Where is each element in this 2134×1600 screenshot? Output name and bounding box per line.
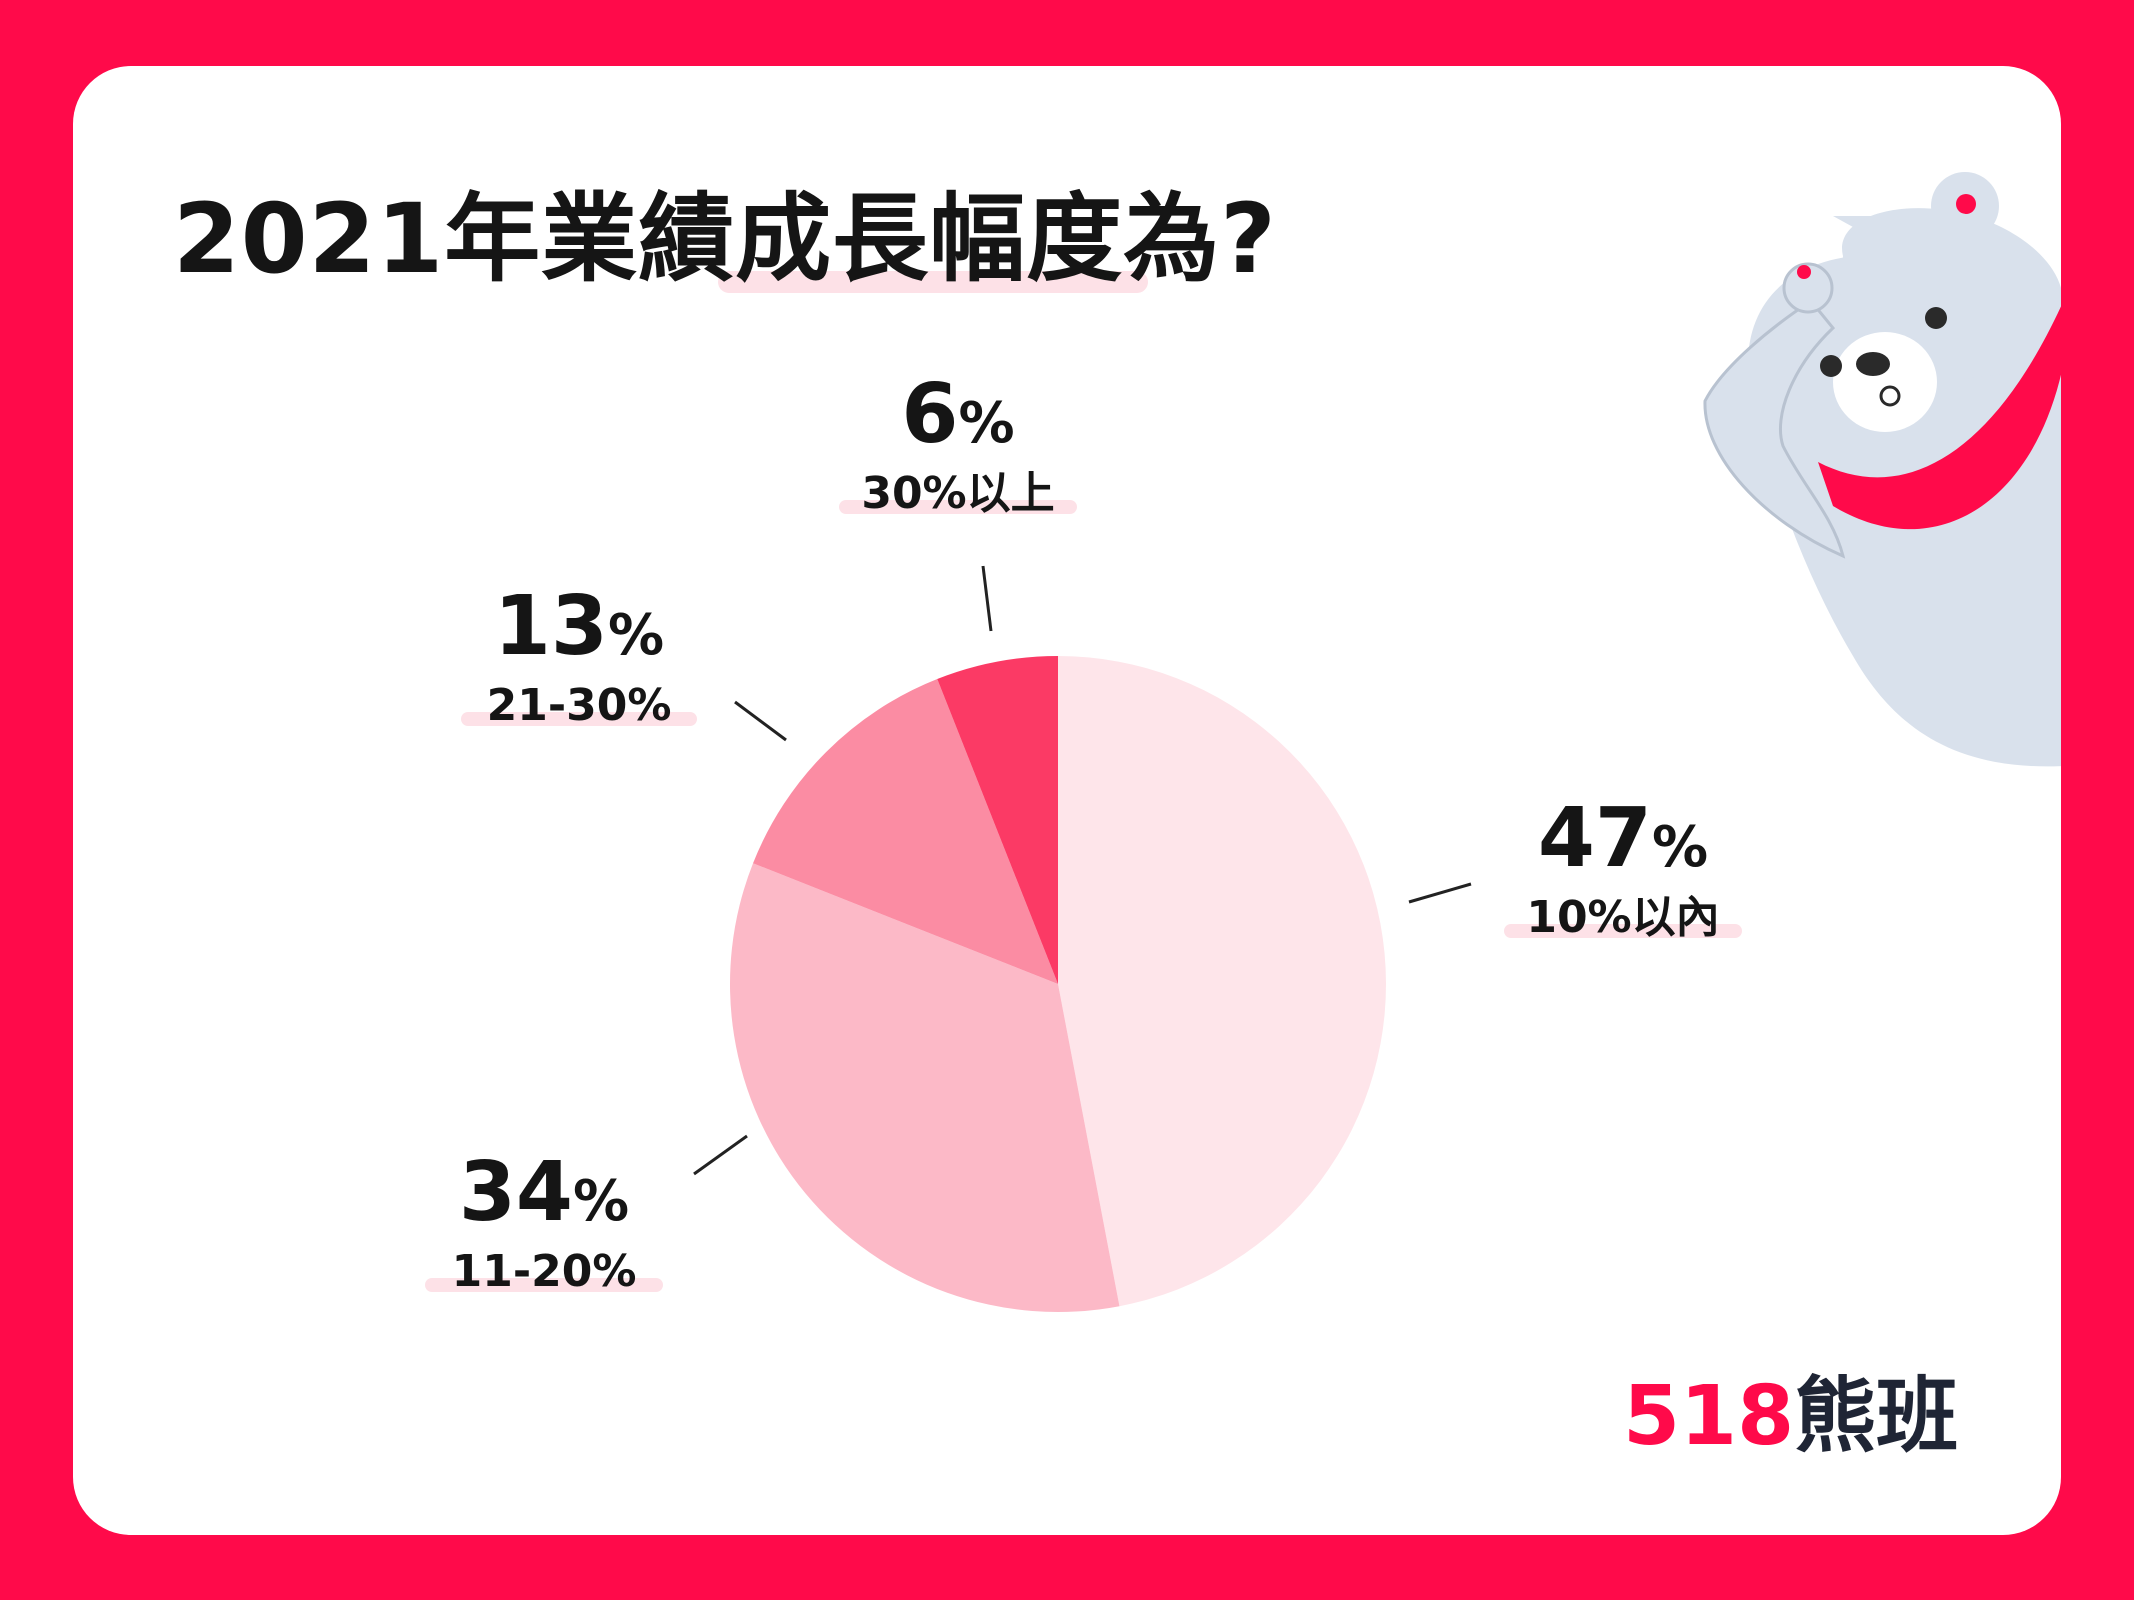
slice-percent-label: 47% <box>1538 791 1708 886</box>
pie-slices <box>730 656 1386 1312</box>
leader-line <box>1408 882 1472 904</box>
title-highlight <box>718 271 1148 293</box>
leader-lines <box>693 565 1472 1176</box>
pie-slice <box>937 656 1058 984</box>
label-highlight <box>839 500 1077 514</box>
pie-slice <box>753 679 1058 984</box>
leader-line <box>693 1134 748 1176</box>
slice-percent-label: 13% <box>494 579 664 674</box>
slice-percent-label: 6% <box>901 367 1014 462</box>
brand-logo-text: 熊班 <box>1794 1369 1959 1464</box>
bear-mascot-icon <box>1703 172 2061 767</box>
chart-card: 2021年業績成長幅度為? 47% 10%以內 34% 11-20% 13% 21-30%… <box>73 66 2061 1535</box>
leader-line <box>734 700 787 742</box>
slice-category-label: 30%以上 <box>861 468 1054 519</box>
pie-chart: 47% 10%以內 34% 11-20% 13% 21-30% 6% 30%以上 <box>425 172 2061 1312</box>
pie-slice <box>1058 656 1386 1307</box>
chart-title: 2021年業績成長幅度為? <box>173 183 1277 295</box>
pie-slice <box>730 863 1120 1312</box>
slice-category-label: 10%以內 <box>1526 892 1719 943</box>
label-highlight <box>461 712 697 726</box>
brand-logo: 518熊班 <box>1623 1349 1958 1468</box>
brand-logo-number: 518 <box>1623 1369 1795 1464</box>
leader-line <box>981 565 993 632</box>
slice-labels: 47% 10%以內 34% 11-20% 13% 21-30% 6% 30%以上 <box>425 367 1742 1297</box>
label-highlight <box>425 1278 663 1292</box>
slice-percent-label: 34% <box>459 1145 629 1240</box>
slice-category-label: 21-30% <box>487 680 672 731</box>
label-highlight <box>1504 924 1742 938</box>
slice-category-label: 11-20% <box>452 1246 637 1297</box>
